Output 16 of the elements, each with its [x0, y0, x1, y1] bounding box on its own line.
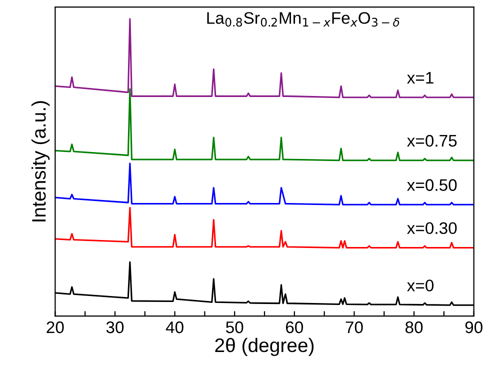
series-label: x=0.30: [407, 222, 457, 234]
series-label: x=0.75: [407, 134, 457, 147]
x-tick-label: 90: [465, 321, 482, 334]
x-tick-label: 40: [166, 321, 184, 334]
x-tick-label: 80: [405, 321, 423, 334]
x-axis-title: 2θ (degree): [215, 338, 314, 356]
chart-title: La$_{0.8}$Sr$_{0.2}$Mn$_{1−x}$Fe$_{x}$O$_{3−δ}$: [207, 12, 400, 27]
x-tick-label: 20: [46, 321, 64, 334]
y-axis-title: Intensity (a.u.): [31, 101, 50, 222]
series-label: x=0.50: [407, 179, 457, 191]
x-tick-label: 60: [286, 321, 304, 334]
x-tick-label: 70: [346, 321, 363, 334]
series-label: x=1: [407, 72, 434, 84]
x-tick-label: 50: [226, 321, 244, 334]
x-tick-label: 30: [106, 321, 124, 334]
series-label: x=0: [407, 280, 434, 292]
